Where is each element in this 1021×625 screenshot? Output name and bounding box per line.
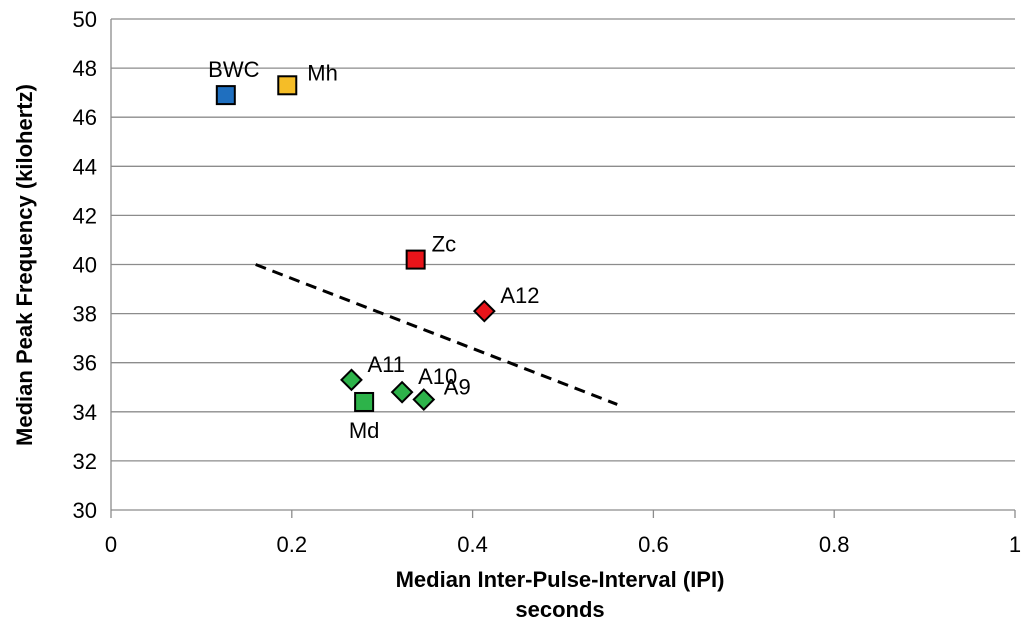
point-bwc-label: BWC bbox=[208, 57, 259, 82]
y-axis-title: Median Peak Frequency (kilohertz) bbox=[12, 84, 37, 446]
y-tick-label: 48 bbox=[73, 56, 97, 81]
point-bwc-square-marker bbox=[215, 85, 236, 106]
y-tick-label: 34 bbox=[73, 400, 97, 425]
y-tick-label: 38 bbox=[73, 302, 97, 327]
point-md-label: Md bbox=[349, 418, 380, 443]
point-zc-square-marker bbox=[405, 249, 426, 270]
y-tick-labels: 30 32 34 36 38 40 42 44 46 48 50 bbox=[73, 7, 97, 523]
gridlines bbox=[111, 18, 1015, 511]
point-mh-square-marker bbox=[277, 75, 298, 96]
data-points bbox=[215, 75, 496, 412]
x-tick-label: 0 bbox=[105, 532, 117, 557]
point-a10-diamond-marker bbox=[390, 380, 414, 404]
point-a10-label: A10 bbox=[418, 364, 457, 389]
y-tick-label: 50 bbox=[73, 7, 97, 32]
x-tick-label: 1 bbox=[1009, 532, 1021, 557]
point-a12-label: A12 bbox=[500, 283, 539, 308]
point-mh-label: Mh bbox=[307, 60, 338, 85]
x-tick-label: 0.6 bbox=[638, 532, 669, 557]
y-tick-label: 40 bbox=[73, 253, 97, 278]
axes bbox=[110, 19, 1016, 518]
y-tick-label: 42 bbox=[73, 203, 97, 228]
point-a9-diamond-marker bbox=[412, 388, 436, 411]
x-tick-label: 0.8 bbox=[819, 532, 850, 557]
point-a9-label: A9 bbox=[444, 375, 471, 400]
x-axis-title-unit: seconds bbox=[515, 597, 604, 622]
y-tick-label: 30 bbox=[73, 498, 97, 523]
point-a11-diamond-marker bbox=[340, 368, 363, 392]
y-tick-label: 32 bbox=[73, 449, 97, 474]
point-a12-diamond-marker bbox=[472, 299, 496, 323]
x-axis-title: Median Inter-Pulse-Interval (IPI) bbox=[396, 567, 725, 592]
x-tick-label: 0.4 bbox=[457, 532, 488, 557]
trendline-group bbox=[255, 263, 618, 406]
point-zc-label: Zc bbox=[432, 232, 456, 257]
trendline bbox=[255, 263, 618, 406]
y-tick-label: 44 bbox=[73, 154, 97, 179]
x-tick-label: 0.2 bbox=[277, 532, 308, 557]
y-tick-label: 46 bbox=[73, 105, 97, 130]
point-md-square-marker bbox=[354, 391, 375, 412]
x-tick-labels: 0 0.2 0.4 0.6 0.8 1 bbox=[105, 532, 1021, 557]
y-tick-label: 36 bbox=[73, 351, 97, 376]
point-a11-label: A11 bbox=[367, 352, 405, 377]
